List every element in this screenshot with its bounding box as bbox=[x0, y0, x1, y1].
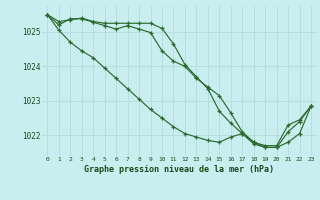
X-axis label: Graphe pression niveau de la mer (hPa): Graphe pression niveau de la mer (hPa) bbox=[84, 165, 274, 174]
